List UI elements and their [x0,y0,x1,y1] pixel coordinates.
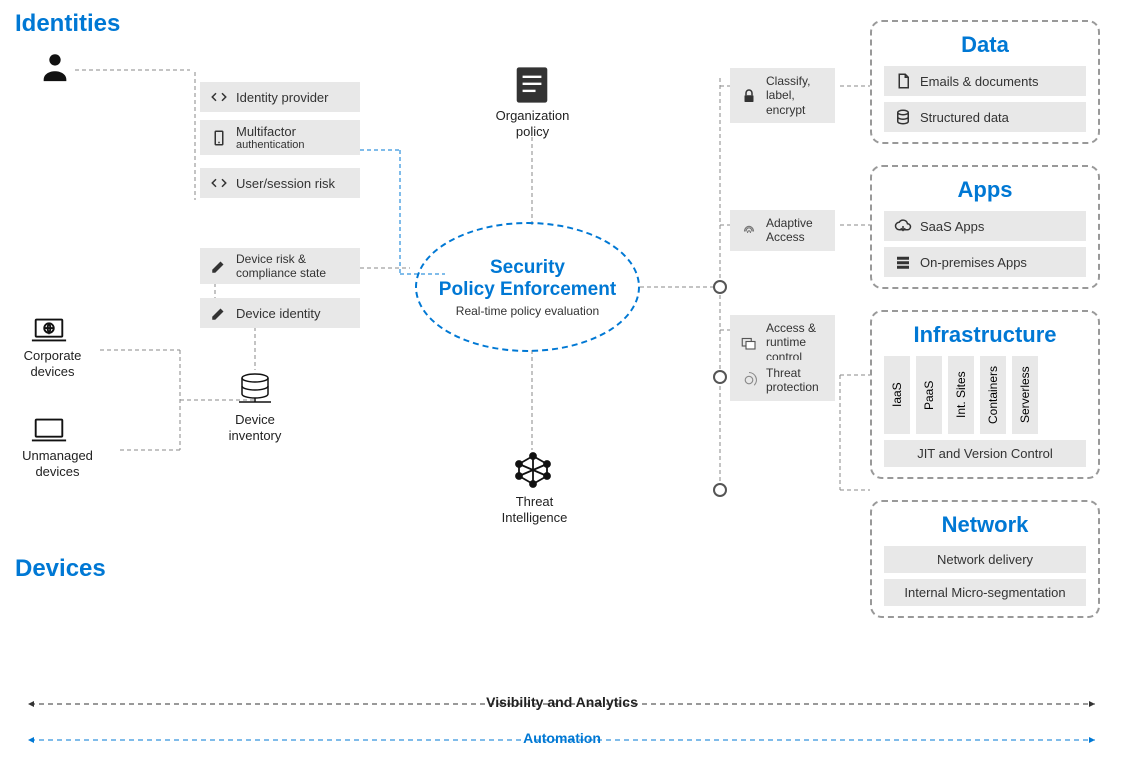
classify-box: Classify, label, encrypt [730,68,835,123]
infra-col-4: Serverless [1012,356,1038,434]
network-title: Network [884,512,1086,538]
apps-panel: Apps SaaS Apps On-premises Apps [870,165,1100,289]
identity-provider-box: Identity provider [200,82,360,112]
visibility-label: Visibility and Analytics [0,694,1124,710]
automation-label: Automation [0,730,1124,746]
device-risk-box: Device risk & compliance state [200,248,360,284]
apps-item-0: SaaS Apps [884,211,1086,241]
corporate-label: Corporate devices [15,348,90,379]
infra-bottom: JIT and Version Control [884,440,1086,467]
unmanaged-label: Unmanaged devices [10,448,105,479]
laptop-globe-icon [30,315,68,350]
identity-provider-label: Identity provider [236,90,329,105]
fingerprint-icon [740,221,758,239]
threat-box: Threat protection [730,360,835,401]
session-risk-box: User/session risk [200,168,360,198]
center-sub: Real-time policy evaluation [456,304,599,318]
net-item-1: Internal Micro-segmentation [884,579,1086,606]
center-title1: Security [490,257,565,279]
mfa-label: Multifactor [236,124,305,139]
classify-label: Classify, label, encrypt [766,74,825,117]
data-item-0: Emails & documents [884,66,1086,96]
session-risk-label: User/session risk [236,176,335,191]
infra-cols: IaaS PaaS Int. Sites Containers Serverle… [884,356,1086,434]
infra-col-2: Int. Sites [948,356,974,434]
code-icon-2 [210,174,228,192]
threat-intel-label: Threat Intelligence [492,494,577,525]
device-identity-label: Device identity [236,306,321,321]
adaptive-label: Adaptive Access [766,216,825,245]
data-item-1: Structured data [884,102,1086,132]
access-label: Access & runtime control [766,321,825,364]
document-icon [514,65,550,110]
laptop-icon [30,415,68,450]
db-icon [894,108,912,126]
infra-title: Infrastructure [884,322,1086,348]
adaptive-box: Adaptive Access [730,210,835,251]
node-threat [713,370,727,384]
devices-title: Devices [15,555,106,583]
node-center [713,280,727,294]
pencil-icon-2 [210,304,228,322]
center-title2: Policy Enforcement [439,279,616,301]
data-title: Data [884,32,1086,58]
windows-icon [740,334,758,352]
org-policy-label: Organization policy [485,108,580,139]
server-icon [894,253,912,271]
apps-title: Apps [884,177,1086,203]
apps-item-1: On-premises Apps [884,247,1086,277]
bug-icon [740,371,758,389]
infra-panel: Infrastructure IaaS PaaS Int. Sites Cont… [870,310,1100,479]
node-bottom [713,483,727,497]
identities-title: Identities [15,10,120,38]
device-risk-label: Device risk & [236,252,326,266]
infra-col-1: PaaS [916,356,942,434]
device-risk-sub: compliance state [236,266,326,280]
phone-icon [210,129,228,147]
center-ellipse: Security Policy Enforcement Real-time po… [415,222,640,352]
device-identity-box: Device identity [200,298,360,328]
inventory-label: Device inventory [220,412,290,443]
pencil-icon [210,257,228,275]
mfa-box: Multifactor authentication [200,120,360,155]
database-icon [235,370,275,415]
network-icon [513,450,553,495]
infra-col-3: Containers [980,356,1006,434]
infra-col-0: IaaS [884,356,910,434]
threat-label: Threat protection [766,366,825,395]
doc-icon [894,72,912,90]
lock-icon [740,87,758,105]
code-icon [210,88,228,106]
mfa-sub-label: authentication [236,139,305,151]
net-item-0: Network delivery [884,546,1086,573]
data-panel: Data Emails & documents Structured data [870,20,1100,144]
network-panel: Network Network delivery Internal Micro-… [870,500,1100,618]
cloud-icon [894,217,912,235]
person-icon [38,50,72,89]
